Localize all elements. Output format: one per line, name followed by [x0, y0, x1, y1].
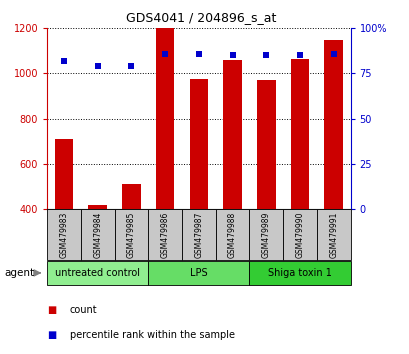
Text: ■: ■ [47, 330, 56, 339]
Point [195, 51, 202, 56]
Point [162, 51, 168, 56]
Text: GDS4041 / 204896_s_at: GDS4041 / 204896_s_at [126, 11, 275, 24]
Bar [223, 60, 241, 299]
Bar [122, 184, 140, 299]
Point [128, 63, 135, 69]
Bar [182, 209, 215, 260]
Text: Shiga toxin 1: Shiga toxin 1 [267, 268, 331, 278]
Bar [47, 209, 81, 260]
Bar [148, 209, 182, 260]
Bar [324, 40, 342, 299]
Text: ■: ■ [47, 305, 56, 315]
Point [262, 53, 269, 58]
Point [296, 53, 303, 58]
Bar [215, 209, 249, 260]
Bar [189, 79, 208, 299]
Text: count: count [70, 305, 97, 315]
Text: GSM479991: GSM479991 [328, 211, 337, 258]
Text: agent: agent [4, 268, 34, 278]
Bar [155, 28, 174, 299]
Text: untreated control: untreated control [55, 268, 140, 278]
Text: GSM479986: GSM479986 [160, 211, 169, 258]
Text: GSM479985: GSM479985 [127, 211, 136, 258]
Bar [316, 209, 350, 260]
Point [94, 63, 101, 69]
Point [61, 58, 67, 64]
Bar [55, 139, 73, 299]
Bar [249, 261, 350, 285]
Bar [256, 80, 275, 299]
Text: GSM479984: GSM479984 [93, 211, 102, 258]
Bar [114, 209, 148, 260]
Bar [148, 261, 249, 285]
Text: LPS: LPS [190, 268, 207, 278]
Point [229, 53, 235, 58]
Text: GSM479989: GSM479989 [261, 211, 270, 258]
Text: GSM479988: GSM479988 [227, 211, 236, 258]
Point [330, 51, 336, 56]
Bar [290, 59, 308, 299]
Bar [88, 205, 107, 299]
Bar [249, 209, 283, 260]
Bar [283, 209, 316, 260]
Bar [81, 209, 114, 260]
Text: GSM479987: GSM479987 [194, 211, 203, 258]
Bar [47, 261, 148, 285]
Text: GSM479983: GSM479983 [59, 211, 68, 258]
Text: GSM479990: GSM479990 [295, 211, 304, 258]
Text: percentile rank within the sample: percentile rank within the sample [70, 330, 234, 339]
